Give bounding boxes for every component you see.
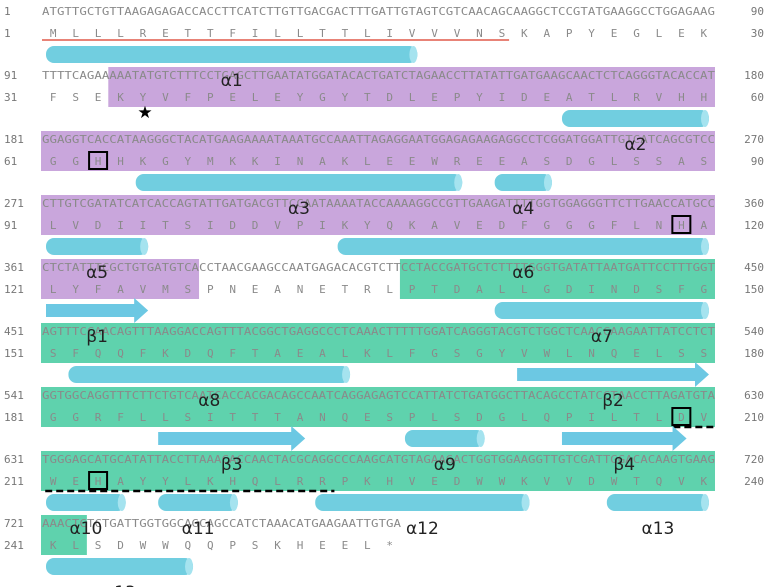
aa-start-number: 121	[4, 283, 24, 296]
domain-shading-block	[41, 259, 200, 299]
dna-start-number: 721	[4, 517, 24, 530]
dna-sequence-line: TGGGAGCATGCATATTACCTTAAACACCAACTACGCAGGC…	[42, 453, 715, 466]
helix-cylinder	[158, 494, 238, 511]
boxed-residue-marker	[671, 407, 692, 426]
domain-shading-block	[41, 515, 87, 555]
dna-end-number: 90	[751, 5, 764, 18]
helix-cylinder	[561, 110, 709, 127]
helix-cylinder	[494, 302, 709, 319]
helix-cylinder	[337, 238, 709, 255]
dna-end-number: 630	[744, 389, 764, 402]
element-label: β4	[613, 455, 635, 475]
domain-shading-block	[108, 67, 716, 107]
element-label: α11	[182, 519, 215, 539]
element-label: α12	[406, 519, 439, 539]
dna-start-number: 181	[4, 133, 24, 146]
aa-end-number: 90	[751, 155, 764, 168]
dna-start-number: 1	[4, 5, 11, 18]
domain-shading-block	[41, 195, 715, 235]
boxed-residue-marker	[88, 471, 109, 490]
element-label: α8	[198, 391, 220, 411]
dna-start-number: 631	[4, 453, 24, 466]
element-label: α10	[69, 519, 102, 539]
element-label: β2	[602, 391, 624, 411]
aa-start-number: 211	[4, 475, 24, 488]
element-label: α9	[434, 455, 456, 475]
element-label: α7	[591, 327, 613, 347]
domain-shading-block	[41, 451, 715, 491]
domain-shading-block	[41, 323, 715, 363]
helix-cylinder	[135, 174, 463, 191]
aa-start-number: 31	[4, 91, 17, 104]
dna-end-number: 540	[744, 325, 764, 338]
dna-end-number: 450	[744, 261, 764, 274]
aa-end-number: 180	[744, 347, 764, 360]
strand-arrow	[517, 362, 709, 387]
domain-shading-block	[41, 131, 715, 171]
protein-sequence-line: MLLLRETTFILLTTLIVVVNSKAPYEGLEK	[50, 27, 708, 40]
element-label: α1	[221, 71, 243, 91]
dna-end-number: 180	[744, 69, 764, 82]
helix-cylinder	[46, 558, 194, 575]
domain-shading-block	[41, 387, 715, 427]
element-label: α4	[512, 199, 534, 219]
helix-cylinder	[46, 494, 126, 511]
aa-start-number: 241	[4, 539, 24, 552]
boxed-residue-marker	[88, 151, 109, 170]
dna-start-number: 271	[4, 197, 24, 210]
dna-start-number: 91	[4, 69, 17, 82]
dna-sequence-line: GGTGGCAGGTTTCTTCTGTCAATCACCACGACAGCCAATC…	[42, 389, 715, 402]
dna-end-number: 720	[744, 453, 764, 466]
aa-end-number: 150	[744, 283, 764, 296]
helix-cylinder	[46, 46, 418, 63]
helix-cylinder	[404, 430, 485, 447]
aa-start-number: 1	[4, 27, 11, 40]
dna-start-number: 361	[4, 261, 24, 274]
element-label: α3	[288, 199, 310, 219]
helix-cylinder	[46, 238, 149, 255]
dna-sequence-line: GGAGGTCACCATAAGGGCTACATGAAGAAAATAAATGCCA…	[42, 133, 715, 146]
aa-start-number: 61	[4, 155, 17, 168]
aa-start-number: 151	[4, 347, 24, 360]
aa-end-number: 60	[751, 91, 764, 104]
domain-shading-block	[399, 259, 715, 299]
dna-sequence-line: ATGTTGCTGTTAAGAGAGACCACCTTCATCTTGTTGACGA…	[42, 5, 715, 18]
element-label: α2	[624, 135, 646, 155]
dna-sequence-line: AGTTTCCAACAGTTTAAGGACCAGTTTACGGCTGAGGCCC…	[42, 325, 715, 338]
dna-sequence-line: AAACTCTCTGATTGGTGGCAGCAGCCATCTAAACATGAAG…	[42, 517, 401, 530]
residue-marks-layer: ★	[42, 39, 716, 493]
strand-arrow	[158, 426, 306, 451]
element-label: α13	[641, 519, 674, 539]
element-label: α5	[86, 263, 108, 283]
helix-cylinder	[494, 174, 552, 191]
strand-arrow	[561, 426, 687, 451]
dna-end-number: 270	[744, 133, 764, 146]
aa-start-number: 181	[4, 411, 24, 424]
dna-sequence-line: CTCTATTTCGCTGTGATGTCACCTAACGAAGCCAATGAGA…	[42, 261, 715, 274]
dna-start-number: 451	[4, 325, 24, 338]
dna-end-number: 360	[744, 197, 764, 210]
aa-end-number: 240	[744, 475, 764, 488]
star-marker: ★	[137, 103, 152, 123]
element-label: α6	[512, 263, 534, 283]
helix-cylinder	[68, 366, 351, 383]
dna-sequence-line: TTTTCAGAAAAATATGTCTTTCCTGAGCTTGAATATGGAT…	[42, 69, 715, 82]
element-label: β3	[221, 455, 243, 475]
domain-shading-layer	[41, 67, 716, 555]
element-label: β1	[86, 327, 108, 347]
dna-sequence-line: CTTGTCGATATCATCACCAGTATTGATGACGTTCCAATAA…	[42, 197, 715, 210]
aa-end-number: 30	[751, 27, 764, 40]
aa-start-number: 91	[4, 219, 17, 232]
protein-sequence-line: KLSDWWQQPSKHEEL*	[50, 539, 393, 552]
helix-cylinder	[315, 494, 530, 511]
dna-start-number: 541	[4, 389, 24, 402]
secondary-structure-layer: α1 α2 α3 α4 α5 α6 β1 α7 α8 β2 β3 α9 β4 α10 α11 α12 α13 α1…	[46, 46, 709, 587]
boxed-residue-marker	[671, 215, 692, 234]
element-label: α13	[103, 583, 136, 587]
helix-cylinder	[606, 494, 709, 511]
aa-end-number: 120	[744, 219, 764, 232]
strand-arrow	[46, 298, 149, 323]
aa-end-number: 210	[744, 411, 764, 424]
